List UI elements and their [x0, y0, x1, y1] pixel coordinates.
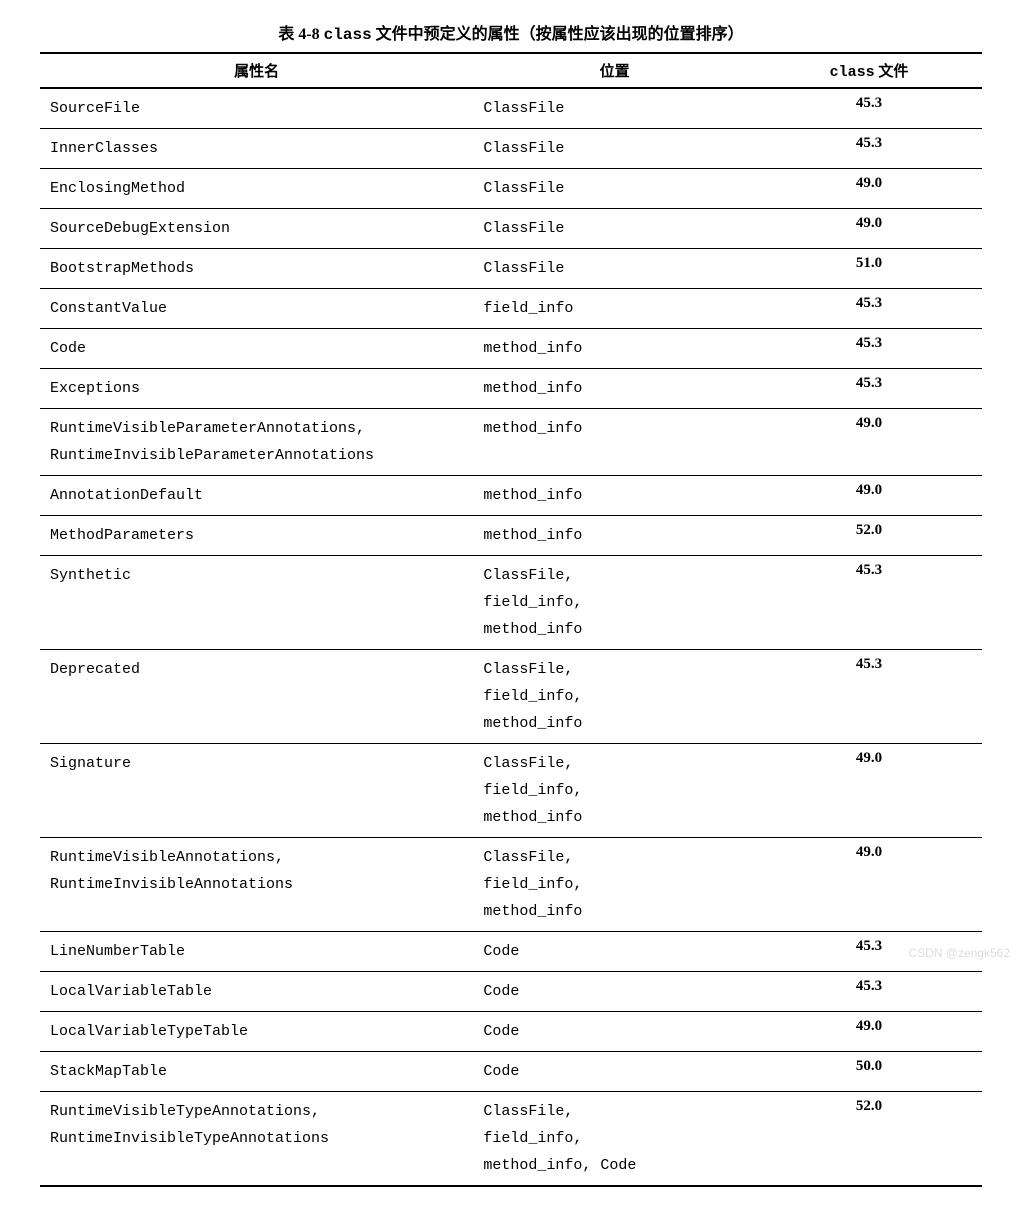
cell-version: 45.3 — [756, 369, 982, 409]
cell-location: method_info — [473, 516, 756, 556]
cell-location: Code — [473, 972, 756, 1012]
cell-location: method_info — [473, 369, 756, 409]
table-row: LocalVariableTypeTableCode49.0 — [40, 1012, 982, 1052]
cell-location: ClassFile,field_info,method_info, Code — [473, 1092, 756, 1187]
attributes-table: 属性名 位置 class 文件 SourceFileClassFile45.3I… — [40, 52, 982, 1187]
table-row: SyntheticClassFile,field_info,method_inf… — [40, 556, 982, 650]
table-row: Codemethod_info45.3 — [40, 329, 982, 369]
cell-attribute-name: RuntimeVisibleTypeAnnotations,RuntimeInv… — [40, 1092, 473, 1187]
table-row: BootstrapMethodsClassFile51.0 — [40, 249, 982, 289]
caption-mono: class — [324, 26, 372, 44]
cell-version: 45.3 — [756, 556, 982, 650]
cell-attribute-name: RuntimeVisibleAnnotations,RuntimeInvisib… — [40, 838, 473, 932]
table-row: MethodParametersmethod_info52.0 — [40, 516, 982, 556]
table-row: SourceDebugExtensionClassFile49.0 — [40, 209, 982, 249]
table-header-row: 属性名 位置 class 文件 — [40, 53, 982, 88]
cell-version: 49.0 — [756, 838, 982, 932]
cell-location: ClassFile — [473, 249, 756, 289]
cell-version: 45.3 — [756, 972, 982, 1012]
cell-version: 45.3 — [756, 650, 982, 744]
cell-attribute-name: RuntimeVisibleParameterAnnotations,Runti… — [40, 409, 473, 476]
table-caption: 表 4-8 class 文件中预定义的属性（按属性应该出现的位置排序） — [40, 20, 982, 44]
cell-location: ClassFile,field_info,method_info — [473, 838, 756, 932]
table-row: InnerClassesClassFile45.3 — [40, 129, 982, 169]
cell-version: 45.3 — [756, 289, 982, 329]
cell-location: ClassFile — [473, 88, 756, 129]
cell-location: ClassFile,field_info,method_info — [473, 650, 756, 744]
cell-location: method_info — [473, 476, 756, 516]
table-row: RuntimeVisibleAnnotations,RuntimeInvisib… — [40, 838, 982, 932]
cell-attribute-name: EnclosingMethod — [40, 169, 473, 209]
watermark: CSDN @zengk562 — [908, 946, 1010, 960]
cell-version: 49.0 — [756, 409, 982, 476]
cell-version: 49.0 — [756, 744, 982, 838]
table-row: LocalVariableTableCode45.3 — [40, 972, 982, 1012]
cell-version: 50.0 — [756, 1052, 982, 1092]
cell-location: ClassFile,field_info,method_info — [473, 744, 756, 838]
cell-location: method_info — [473, 409, 756, 476]
cell-version: 52.0 — [756, 1092, 982, 1187]
table-body: SourceFileClassFile45.3InnerClassesClass… — [40, 88, 982, 1186]
cell-version: 51.0 — [756, 249, 982, 289]
th-classfile: class 文件 — [756, 53, 982, 88]
table-row: Exceptionsmethod_info45.3 — [40, 369, 982, 409]
th-name: 属性名 — [40, 53, 473, 88]
cell-attribute-name: LocalVariableTypeTable — [40, 1012, 473, 1052]
table-row: SignatureClassFile,field_info,method_inf… — [40, 744, 982, 838]
caption-prefix: 表 4-8 — [278, 26, 323, 43]
cell-version: 45.3 — [756, 329, 982, 369]
cell-attribute-name: StackMapTable — [40, 1052, 473, 1092]
cell-version: 49.0 — [756, 169, 982, 209]
cell-location: ClassFile — [473, 209, 756, 249]
table-row: DeprecatedClassFile,field_info,method_in… — [40, 650, 982, 744]
table-row: EnclosingMethodClassFile49.0 — [40, 169, 982, 209]
table-row: SourceFileClassFile45.3 — [40, 88, 982, 129]
cell-location: Code — [473, 932, 756, 972]
cell-location: Code — [473, 1052, 756, 1092]
th-location: 位置 — [473, 53, 756, 88]
cell-attribute-name: ConstantValue — [40, 289, 473, 329]
cell-version: 49.0 — [756, 476, 982, 516]
cell-attribute-name: Exceptions — [40, 369, 473, 409]
cell-version: 45.3 — [756, 129, 982, 169]
cell-attribute-name: SourceDebugExtension — [40, 209, 473, 249]
table-row: ConstantValuefield_info45.3 — [40, 289, 982, 329]
cell-attribute-name: BootstrapMethods — [40, 249, 473, 289]
th-classfile-suffix: 文件 — [875, 64, 909, 80]
table-row: RuntimeVisibleParameterAnnotations,Runti… — [40, 409, 982, 476]
cell-version: 45.3 — [756, 88, 982, 129]
cell-attribute-name: LineNumberTable — [40, 932, 473, 972]
th-classfile-mono: class — [830, 64, 875, 81]
cell-location: ClassFile — [473, 169, 756, 209]
cell-location: method_info — [473, 329, 756, 369]
cell-version: 49.0 — [756, 1012, 982, 1052]
cell-attribute-name: SourceFile — [40, 88, 473, 129]
cell-location: Code — [473, 1012, 756, 1052]
cell-location: ClassFile — [473, 129, 756, 169]
cell-version: 49.0 — [756, 209, 982, 249]
cell-attribute-name: Deprecated — [40, 650, 473, 744]
table-row: LineNumberTableCode45.3 — [40, 932, 982, 972]
table-row: RuntimeVisibleTypeAnnotations,RuntimeInv… — [40, 1092, 982, 1187]
table-row: StackMapTableCode50.0 — [40, 1052, 982, 1092]
caption-suffix: 文件中预定义的属性（按属性应该出现的位置排序） — [372, 26, 744, 43]
cell-attribute-name: Signature — [40, 744, 473, 838]
table-row: AnnotationDefaultmethod_info49.0 — [40, 476, 982, 516]
cell-location: ClassFile,field_info,method_info — [473, 556, 756, 650]
cell-location: field_info — [473, 289, 756, 329]
cell-attribute-name: LocalVariableTable — [40, 972, 473, 1012]
cell-attribute-name: Synthetic — [40, 556, 473, 650]
cell-attribute-name: MethodParameters — [40, 516, 473, 556]
cell-version: 52.0 — [756, 516, 982, 556]
cell-attribute-name: InnerClasses — [40, 129, 473, 169]
cell-attribute-name: AnnotationDefault — [40, 476, 473, 516]
cell-attribute-name: Code — [40, 329, 473, 369]
